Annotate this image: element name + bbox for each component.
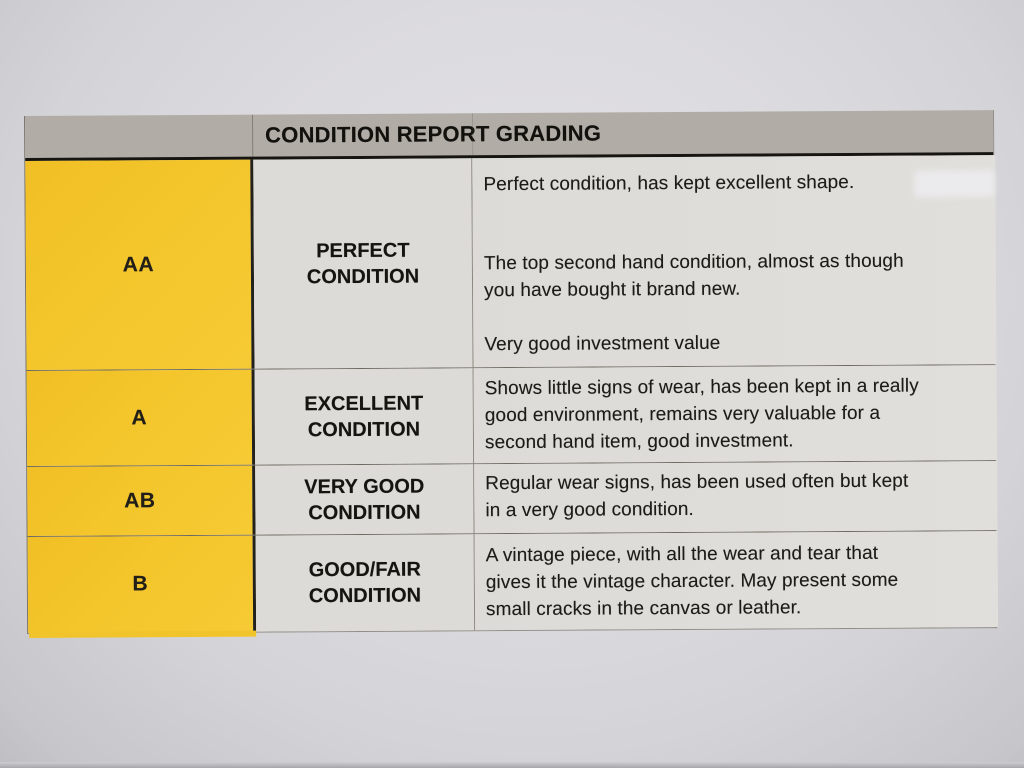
table-row: A EXCELLENT CONDITION Shows little signs o… — [26, 364, 998, 466]
table-row: AB VERY GOOD CONDITION Regular wear signs,… — [27, 460, 998, 536]
table-header-row: CONDITION REPORT GRADING — [24, 110, 994, 161]
condition-cell: VERY GOOD CONDITION — [255, 464, 475, 535]
whiteout-smudge — [914, 170, 995, 198]
grade-cell: B — [27, 535, 257, 633]
condition-grading-table: CONDITION REPORT GRADING AA PERFECT CONDI… — [24, 110, 999, 638]
description-paragraph: Shows little signs of wear, has been kep… — [484, 375, 919, 454]
grade-cell: AB — [27, 465, 256, 536]
yellow-column-overhang — [29, 630, 257, 638]
condition-cell: EXCELLENT CONDITION — [254, 368, 475, 465]
grade-cell: AA — [25, 159, 255, 370]
description-paragraph: Perfect condition, has kept excellent sh… — [483, 171, 855, 196]
condition-cell: GOOD/FAIR CONDITION — [255, 534, 476, 632]
description-cell: Regular wear signs, has been used often … — [474, 461, 998, 534]
table-body: AA PERFECT CONDITION Perfect condition, ha… — [25, 155, 999, 633]
condition-cell: PERFECT CONDITION — [253, 158, 474, 369]
table-row: B GOOD/FAIR CONDITION A vintage piece, wit… — [27, 530, 999, 633]
header-column-divider — [251, 114, 254, 157]
header-column-divider — [471, 113, 474, 156]
paper-bottom-edge — [0, 762, 1024, 768]
description-paragraph: Regular wear signs, has been used often … — [485, 470, 909, 522]
description-paragraph: A vintage piece, with all the wear and t… — [485, 542, 899, 621]
description-paragraph: Very good investment value — [484, 332, 721, 356]
description-paragraph: The top second hand condition, almost as… — [483, 250, 904, 302]
table-title: CONDITION REPORT GRADING — [265, 120, 602, 148]
table-row: AA PERFECT CONDITION Perfect condition, ha… — [25, 155, 997, 370]
description-cell: A vintage piece, with all the wear and t… — [474, 531, 999, 631]
grade-cell: A — [26, 369, 256, 466]
description-cell: Shows little signs of wear, has been kep… — [473, 365, 998, 464]
